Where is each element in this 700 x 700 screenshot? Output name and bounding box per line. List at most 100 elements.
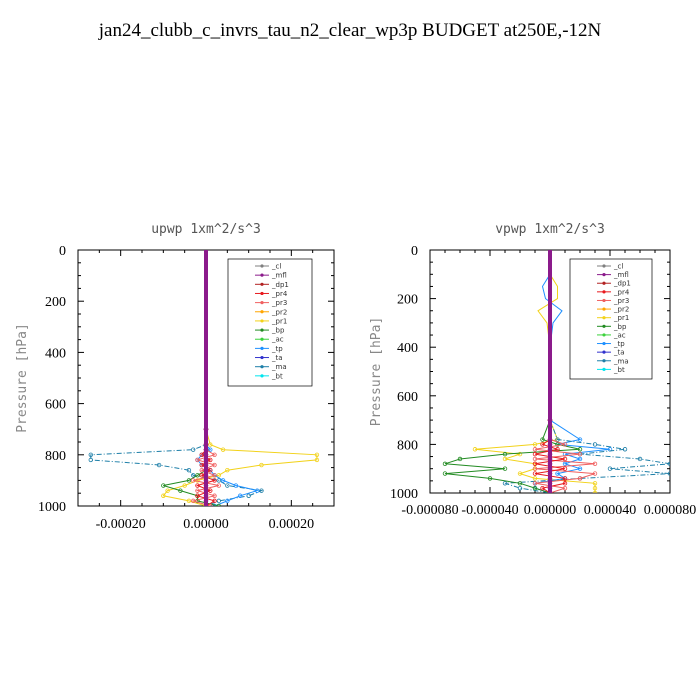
- series-point-pr3: [577, 476, 583, 481]
- y-tick-label: 400: [45, 346, 66, 361]
- y-tick-label: 200: [45, 295, 66, 310]
- series-point-pr3: [208, 503, 213, 506]
- y-tick-label: 200: [397, 293, 418, 308]
- legend-label: _ma: [271, 363, 287, 371]
- series-point-bp: [178, 488, 183, 493]
- legend-label: _pr1: [613, 314, 629, 322]
- legend-label: _ac: [613, 331, 626, 339]
- legend-marker: [602, 298, 606, 303]
- legend-marker: [260, 365, 264, 369]
- y-axis-label: Pressure [hPa]: [15, 323, 30, 433]
- series-point-pr1: [216, 473, 221, 478]
- x-tick-label: 0.000040: [584, 503, 637, 518]
- series-point-pr3: [577, 451, 583, 457]
- series-point-pr1: [161, 493, 166, 498]
- series-point-pr4: [562, 466, 568, 471]
- series-point-pr1: [182, 483, 187, 488]
- legend-marker: [602, 273, 606, 277]
- series-point-ma: [216, 478, 221, 483]
- series-point-pr4: [208, 457, 213, 463]
- series-point-bp: [216, 503, 221, 506]
- series-point-ma: [225, 483, 230, 488]
- legend-label: _mfl: [271, 272, 287, 280]
- legend-marker: [260, 291, 264, 296]
- series-point-pr4: [562, 476, 568, 481]
- y-tick-label: 800: [45, 449, 66, 464]
- series-point-pr1: [592, 485, 598, 491]
- series-point-ma: [667, 471, 670, 476]
- legend-label: _pr4: [271, 290, 288, 298]
- legend-marker: [260, 319, 264, 323]
- legend-marker: [260, 337, 264, 341]
- series-point-ma: [88, 452, 93, 457]
- series-point-pr4: [532, 451, 538, 457]
- series-point-pr1: [208, 442, 213, 447]
- series-point-tp: [212, 503, 217, 506]
- legend-label: _tp: [613, 340, 625, 348]
- legend-marker: [260, 310, 264, 314]
- series-point-bp: [540, 437, 545, 442]
- legend-label: _pr2: [271, 308, 287, 316]
- series-point-ma: [517, 485, 523, 491]
- series-point-pr1: [472, 447, 478, 452]
- legend-label: _ta: [271, 354, 283, 362]
- series-point-ma: [607, 466, 613, 471]
- series-point-tp: [562, 461, 568, 467]
- series-point-pr1: [592, 481, 598, 486]
- legend-box: [569, 258, 653, 380]
- series-point-bp: [502, 466, 508, 471]
- legend-marker: [602, 307, 606, 311]
- x-tick-label: 0.000000: [524, 503, 577, 518]
- series-point-pr4: [199, 452, 204, 457]
- series-point-pr3: [216, 483, 221, 488]
- legend-marker: [602, 324, 606, 328]
- legend-label: _ma: [613, 357, 629, 365]
- legend-label: _bt: [613, 366, 625, 374]
- series-point-pr3: [532, 466, 538, 471]
- series-point-bp: [517, 481, 523, 486]
- legend-marker: [602, 316, 606, 320]
- series-point-pr1: [314, 452, 320, 457]
- x-tick-label: 0.00000: [183, 517, 229, 532]
- series-point-pr1: [592, 490, 598, 493]
- legend-label: _ta: [613, 349, 625, 357]
- legend-marker: [602, 264, 606, 268]
- series-point-pr1: [220, 447, 226, 452]
- series-point-pr4: [208, 488, 213, 493]
- x-tick-label: -0.00020: [96, 517, 146, 532]
- series-point-pr4: [208, 467, 213, 473]
- series-point-tp: [233, 483, 239, 488]
- legend-label: _ac: [271, 336, 284, 344]
- series-point-tp: [225, 498, 230, 504]
- series-point-mfl: [547, 490, 553, 493]
- series-point-bp: [555, 442, 560, 447]
- series-point-pr3: [592, 461, 598, 467]
- series-point-bp: [532, 485, 538, 491]
- series-point-bp: [457, 456, 463, 462]
- series-point-ma: [156, 462, 162, 468]
- series-point-pr4: [562, 456, 568, 462]
- series-point-tp: [577, 456, 583, 462]
- x-tick-label: -0.000080: [401, 503, 458, 518]
- series-point-pr4: [532, 471, 538, 476]
- series-point-pr3: [562, 485, 568, 491]
- legend-marker: [260, 282, 264, 286]
- series-point-pr4: [199, 462, 204, 468]
- legend-label: _mfl: [613, 271, 629, 279]
- series-point-pr3: [195, 488, 200, 493]
- series-point-bp: [195, 473, 200, 478]
- series-point-tp: [237, 493, 243, 498]
- legend-label: _tp: [271, 345, 283, 353]
- x-tick-label: -0.000040: [461, 503, 518, 518]
- series-point-ma: [637, 456, 643, 462]
- legend-label: _pr3: [271, 299, 287, 307]
- legend-label: _cl: [613, 263, 623, 271]
- y-tick-label: 600: [397, 390, 418, 405]
- series-point-bp: [487, 476, 493, 481]
- series-point-pr4: [212, 478, 217, 483]
- series-point-pr4: [199, 473, 204, 478]
- series-point-pr3: [190, 498, 196, 504]
- legend-marker: [602, 350, 606, 354]
- series-point-pr3: [212, 473, 217, 478]
- legend-label: _dp1: [271, 281, 289, 289]
